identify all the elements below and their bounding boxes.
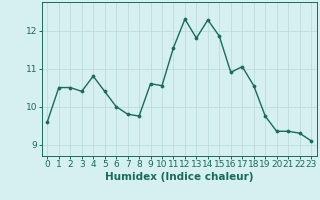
X-axis label: Humidex (Indice chaleur): Humidex (Indice chaleur) <box>105 172 253 182</box>
